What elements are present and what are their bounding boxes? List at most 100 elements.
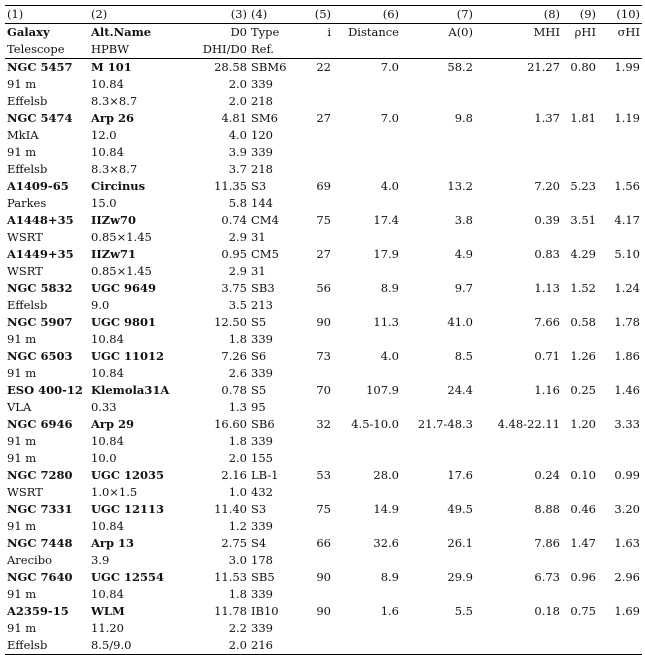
- cell-rho-hi: 4.29: [570, 247, 596, 261]
- observation-row: Arecibo 3.9 3.0 178: [5, 552, 642, 569]
- cell-empty: [598, 399, 642, 416]
- cell-type: LB-1: [251, 468, 279, 482]
- cell-ref: 339: [251, 519, 273, 533]
- cell-empty: [333, 144, 401, 161]
- cell-empty: [295, 586, 333, 603]
- cell-empty: [401, 552, 475, 569]
- cell-sigma-hi: 1.24: [614, 281, 640, 295]
- galaxy-hi-table: (1) (2) (3) (4) (5) (6) (7) (8) (9) (10)…: [5, 5, 642, 655]
- cell-mhi: 7.20: [534, 179, 560, 193]
- galaxy-row: NGC 7640 UGC 12554 11.53 SB5 90 8.9 29.9 6.73 0.…: [5, 569, 642, 586]
- cell-telescope: 91 m: [7, 145, 37, 159]
- cell-rho-hi: 1.26: [570, 349, 596, 363]
- cell-mhi: 21.27: [527, 60, 560, 74]
- cell-type: S6: [251, 349, 267, 363]
- cell-empty: [475, 161, 562, 178]
- cell-inclination: 90: [316, 315, 331, 329]
- cell-empty: [598, 263, 642, 280]
- cell-alt-name: IIZw71: [91, 247, 137, 261]
- observation-row: 91 m 10.0 2.0 155: [5, 450, 642, 467]
- col-number: (7): [401, 5, 475, 24]
- cell-alt-name: IIZw70: [91, 213, 137, 227]
- cell-empty: [333, 399, 401, 416]
- cell-empty: [295, 93, 333, 110]
- cell-empty: [401, 76, 475, 93]
- cell-mhi: 1.16: [534, 383, 560, 397]
- cell-dhi-d0: 3.5: [228, 298, 247, 312]
- cell-a0: 3.8: [454, 213, 473, 227]
- cell-galaxy: ESO 400-12: [7, 383, 83, 397]
- column-number-row: (1) (2) (3) (4) (5) (6) (7) (8) (9) (10): [5, 5, 642, 24]
- cell-a0: 17.6: [447, 468, 473, 482]
- cell-empty: [598, 433, 642, 450]
- cell-inclination: 27: [316, 247, 331, 261]
- cell-empty: [333, 637, 401, 655]
- observation-row: 91 m 11.20 2.2 339: [5, 620, 642, 637]
- cell-distance: 107.9: [366, 383, 399, 397]
- cell-d0: 0.95: [221, 247, 247, 261]
- cell-distance: 28.0: [373, 468, 399, 482]
- cell-d0: 11.53: [214, 570, 247, 584]
- cell-alt-name: UGC 12035: [91, 468, 165, 482]
- cell-alt-name: M 101: [91, 60, 132, 74]
- header-row-1: Galaxy Alt.Name D0 Type i Distance A(0) …: [5, 24, 642, 42]
- cell-inclination: 69: [316, 179, 331, 193]
- cell-rho-hi: 0.75: [570, 604, 596, 618]
- cell-hpbw: 0.85×1.45: [91, 264, 152, 278]
- cell-mhi: 0.24: [534, 468, 560, 482]
- header-d0: D0: [230, 25, 247, 39]
- cell-telescope: WSRT: [7, 264, 43, 278]
- cell-alt-name: UGC 11012: [91, 349, 165, 363]
- cell-galaxy: A1449+35: [7, 247, 74, 261]
- cell-type: SBM6: [251, 60, 287, 74]
- cell-telescope: WSRT: [7, 485, 43, 499]
- cell-galaxy: NGC 5457: [7, 60, 73, 74]
- cell-sigma-hi: 1.19: [614, 111, 640, 125]
- header-sigma-hi: σHI: [617, 25, 640, 39]
- observation-row: 91 m 10.84 1.2 339: [5, 518, 642, 535]
- cell-galaxy: NGC 7448: [7, 536, 73, 550]
- cell-empty: [401, 637, 475, 655]
- observation-row: Effelsb 8.3×8.7 3.7 218: [5, 161, 642, 178]
- cell-rho-hi: 0.58: [570, 315, 596, 329]
- cell-distance: 1.6: [380, 604, 399, 618]
- cell-distance: 4.0: [380, 179, 399, 193]
- observation-row: 91 m 10.84 1.8 339: [5, 433, 642, 450]
- cell-dhi-d0: 1.8: [228, 587, 247, 601]
- cell-empty: [475, 450, 562, 467]
- cell-empty: [475, 144, 562, 161]
- cell-hpbw: 9.0: [91, 298, 110, 312]
- cell-d0: 0.74: [221, 213, 247, 227]
- cell-mhi: 0.83: [534, 247, 560, 261]
- cell-hpbw: 10.84: [91, 366, 124, 380]
- cell-dhi-d0: 1.2: [228, 519, 247, 533]
- cell-empty: [295, 399, 333, 416]
- cell-inclination: 27: [316, 111, 331, 125]
- cell-a0: 41.0: [447, 315, 473, 329]
- cell-galaxy: NGC 7640: [7, 570, 73, 584]
- col-number: (4): [249, 5, 295, 24]
- observation-row: 91 m 10.84 2.6 339: [5, 365, 642, 382]
- cell-empty: [562, 229, 598, 246]
- cell-ref: 339: [251, 366, 273, 380]
- cell-a0: 13.2: [447, 179, 473, 193]
- cell-sigma-hi: 2.96: [614, 570, 640, 584]
- cell-dhi-d0: 2.9: [228, 264, 247, 278]
- cell-rho-hi: 0.10: [570, 468, 596, 482]
- cell-empty: [475, 93, 562, 110]
- cell-empty: [295, 127, 333, 144]
- cell-empty: [295, 263, 333, 280]
- cell-inclination: 73: [316, 349, 331, 363]
- col-number: (10): [598, 5, 642, 24]
- cell-empty: [295, 76, 333, 93]
- cell-hpbw: 10.0: [91, 451, 117, 465]
- cell-distance: 7.0: [380, 111, 399, 125]
- cell-empty: [562, 331, 598, 348]
- cell-empty: [295, 144, 333, 161]
- cell-empty: [295, 518, 333, 535]
- cell-alt-name: Arp 13: [91, 536, 135, 550]
- cell-empty: [475, 263, 562, 280]
- cell-empty: [562, 263, 598, 280]
- cell-empty: [598, 637, 642, 655]
- cell-empty: [333, 93, 401, 110]
